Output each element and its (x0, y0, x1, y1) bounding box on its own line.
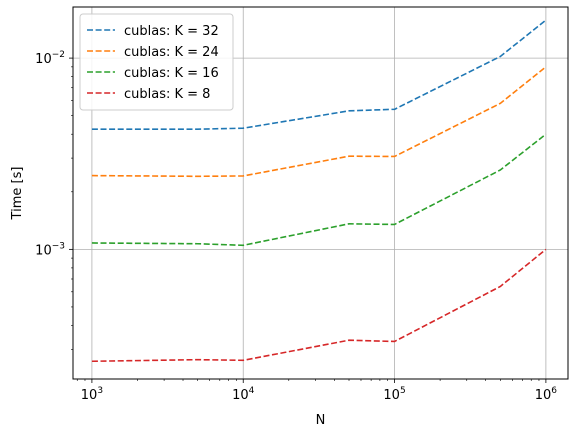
legend: cublas: K = 32 cublas: K = 24 cublas: K = … (79, 13, 234, 111)
x-tick-label: 103 (81, 386, 103, 403)
x-tick-label: 105 (383, 386, 405, 403)
legend-box (79, 13, 234, 111)
legend-label-1: cublas: K = 32 (124, 24, 219, 39)
series-layer (91, 19, 547, 363)
legend-label-2: cublas: K = 24 (124, 45, 219, 60)
y-tick-label: 10−3 (35, 241, 65, 258)
y-axis-label: Time [s] (10, 167, 25, 221)
y-tick-label: 10−2 (35, 50, 65, 67)
series-line-3 (91, 133, 547, 247)
x-tick-label: 104 (232, 386, 255, 403)
series-line-4 (91, 248, 547, 363)
legend-label-3: cublas: K = 16 (124, 66, 219, 81)
x-tick-label: 106 (535, 386, 558, 403)
series-line-1 (91, 19, 547, 130)
legend-label-4: cublas: K = 8 (124, 87, 210, 102)
x-axis-label: N (316, 413, 326, 428)
tick-layer: 103 104 105 106 10−3 10−2 (35, 50, 557, 403)
series-line-2 (91, 66, 547, 178)
axes-frame (72, 6, 569, 380)
